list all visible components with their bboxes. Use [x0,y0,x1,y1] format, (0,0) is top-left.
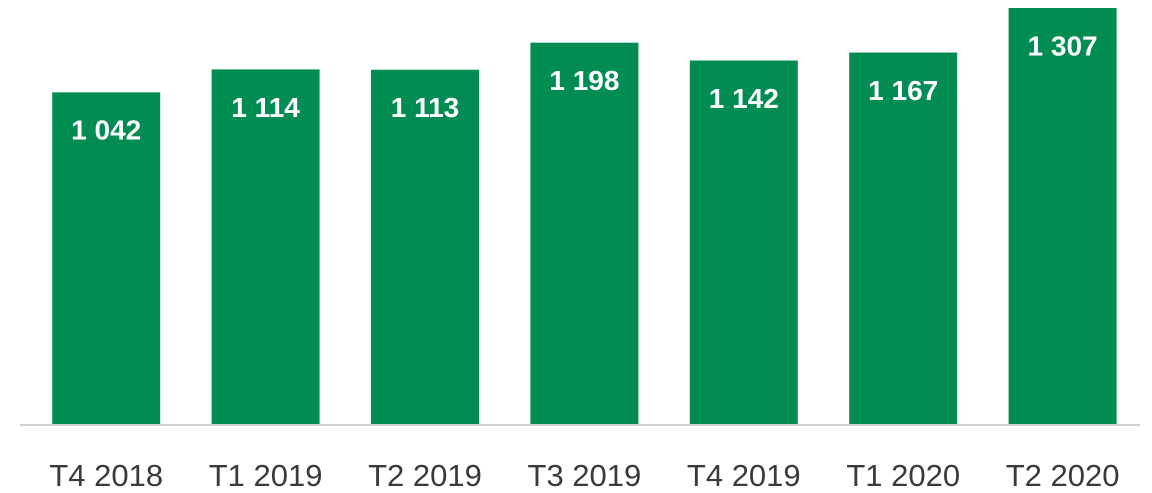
x-tick-label: T2 2019 [368,458,482,493]
bar [530,42,639,425]
bar [52,92,161,425]
x-tick-label: T1 2019 [209,458,323,493]
x-tick-label: T4 2018 [49,458,163,493]
bar [1008,8,1117,424]
x-tick-label: T3 2019 [528,458,642,493]
value-label: 1 042 [71,115,141,146]
x-tick-label: T2 2020 [1006,458,1120,493]
value-label: 1 114 [231,92,300,123]
bar [371,69,479,425]
bar [689,60,798,425]
value-label: 1 307 [1028,30,1098,61]
bar [849,52,958,425]
value-label: 1 167 [868,75,938,106]
value-label: 1 198 [549,65,619,96]
value-label: 1 113 [391,92,460,123]
bar [211,69,320,424]
x-tick-label: T1 2020 [846,458,960,493]
value-label: 1 142 [709,83,779,114]
x-tick-label: T4 2019 [687,458,801,493]
